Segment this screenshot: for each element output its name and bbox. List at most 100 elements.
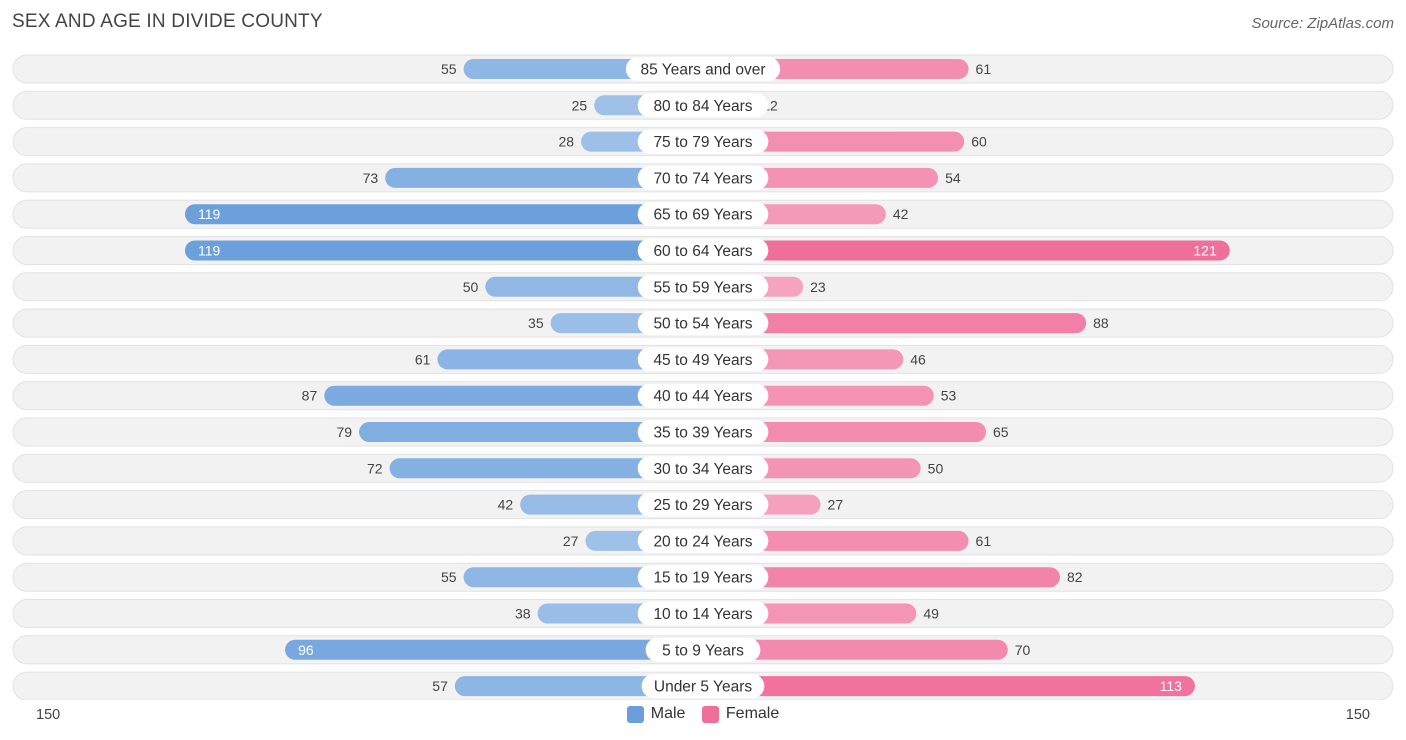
value-label-female: 113: [1160, 678, 1183, 694]
category-label: 15 to 19 Years: [653, 570, 752, 587]
legend-swatch-male: [626, 705, 644, 723]
category-pill: [637, 165, 769, 190]
value-label-male: 55: [441, 61, 457, 77]
category-label: 30 to 34 Years: [653, 461, 752, 478]
category-label: 10 to 14 Years: [653, 606, 752, 623]
category-pill: [637, 238, 769, 263]
bar-male: [184, 204, 703, 225]
category-pill: [641, 674, 765, 699]
category-pill: [637, 93, 769, 118]
value-label-male: 119: [198, 206, 221, 222]
legend-label-male: Male: [650, 705, 686, 722]
value-label-male: 42: [498, 497, 514, 513]
category-label: 65 to 69 Years: [653, 207, 752, 224]
value-label-female: 61: [976, 533, 992, 549]
value-label-male: 28: [559, 134, 575, 150]
bar-male: [385, 167, 703, 188]
category-pill: [637, 420, 769, 444]
bar-male: [324, 385, 703, 406]
value-label-female: 121: [1193, 243, 1217, 259]
category-label: 75 to 79 Years: [653, 134, 752, 151]
value-label-female: 23: [810, 279, 826, 295]
bar-male: [184, 240, 703, 261]
bar-male: [359, 422, 703, 442]
legend-item-female[interactable]: Female: [701, 705, 780, 723]
axis-left-label: 150: [36, 707, 61, 723]
value-label-female: 82: [1067, 569, 1083, 585]
value-label-male: 72: [367, 460, 383, 476]
category-label: 50 to 54 Years: [653, 316, 752, 333]
value-label-female: 65: [993, 424, 1009, 440]
value-label-female: 50: [928, 460, 944, 476]
category-pill: [637, 492, 769, 517]
bar-male: [437, 349, 703, 370]
value-label-female: 42: [893, 206, 909, 222]
bar-female: [703, 422, 986, 442]
bar-male: [285, 639, 703, 660]
category-pill: [637, 456, 769, 481]
bar-male: [454, 676, 703, 697]
value-label-male: 119: [198, 243, 221, 259]
category-pill: [637, 311, 769, 336]
value-label-male: 55: [441, 569, 457, 585]
value-label-male: 57: [432, 678, 448, 694]
category-pill: [637, 528, 769, 553]
axis-right-label: 150: [1345, 707, 1370, 723]
legend: Male Female: [0, 705, 1406, 728]
value-label-male: 27: [563, 533, 579, 549]
value-label-female: 61: [976, 61, 992, 77]
category-label: 45 to 49 Years: [653, 352, 752, 369]
category-pill: [637, 274, 769, 299]
category-pill: [637, 129, 769, 154]
category-pill: [637, 601, 769, 626]
legend-label-female: Female: [725, 705, 780, 722]
value-label-male: 38: [515, 606, 531, 622]
bar-female: [703, 240, 1230, 261]
category-label: 5 to 9 Years: [662, 642, 744, 659]
value-label-female: 60: [971, 134, 987, 150]
category-label: 55 to 59 Years: [653, 279, 752, 296]
chart-title: SEX AND AGE IN DIVIDE COUNTY: [12, 11, 323, 32]
bar-male: [389, 458, 703, 479]
value-label-male: 61: [415, 351, 431, 367]
bar-female: [703, 131, 965, 152]
value-label-male: 87: [302, 388, 318, 404]
category-pill: [637, 565, 769, 590]
value-label-female: 27: [828, 497, 844, 513]
category-label: 40 to 44 Years: [653, 388, 752, 405]
value-label-female: 49: [923, 606, 939, 622]
legend-swatch-female: [701, 705, 719, 723]
value-label-male: 25: [572, 97, 588, 113]
value-label-female: 88: [1093, 315, 1109, 331]
value-label-female: 46: [910, 351, 926, 367]
value-label-male: 96: [298, 642, 314, 658]
category-label: 35 to 39 Years: [653, 425, 752, 442]
bar-female: [703, 676, 1195, 697]
value-label-male: 73: [363, 170, 379, 186]
category-pill: [637, 347, 769, 372]
value-label-female: 54: [945, 170, 961, 186]
category-label: 20 to 24 Years: [653, 533, 752, 550]
category-label: 70 to 74 Years: [653, 170, 752, 187]
legend-item-male[interactable]: Male: [626, 705, 686, 723]
bar-female: [703, 567, 1060, 588]
category-label: Under 5 Years: [654, 679, 752, 696]
category-pill: [645, 637, 761, 662]
category-label: 85 Years and over: [641, 62, 766, 79]
category-pill: [625, 57, 781, 81]
category-pill: [637, 202, 769, 227]
bar-female: [703, 639, 1008, 660]
bar-female: [703, 530, 969, 551]
bar-female: [703, 313, 1087, 334]
value-label-female: 53: [941, 388, 957, 404]
category-label: 25 to 29 Years: [653, 497, 752, 514]
value-label-female: 70: [1015, 642, 1031, 658]
value-label-male: 79: [337, 424, 353, 440]
category-pill: [637, 383, 769, 408]
value-label-male: 50: [463, 279, 479, 295]
category-label: 80 to 84 Years: [653, 98, 752, 115]
value-label-male: 35: [528, 315, 544, 331]
source-label: Source: ZipAtlas.com: [1251, 15, 1394, 32]
category-label: 60 to 64 Years: [653, 243, 752, 260]
